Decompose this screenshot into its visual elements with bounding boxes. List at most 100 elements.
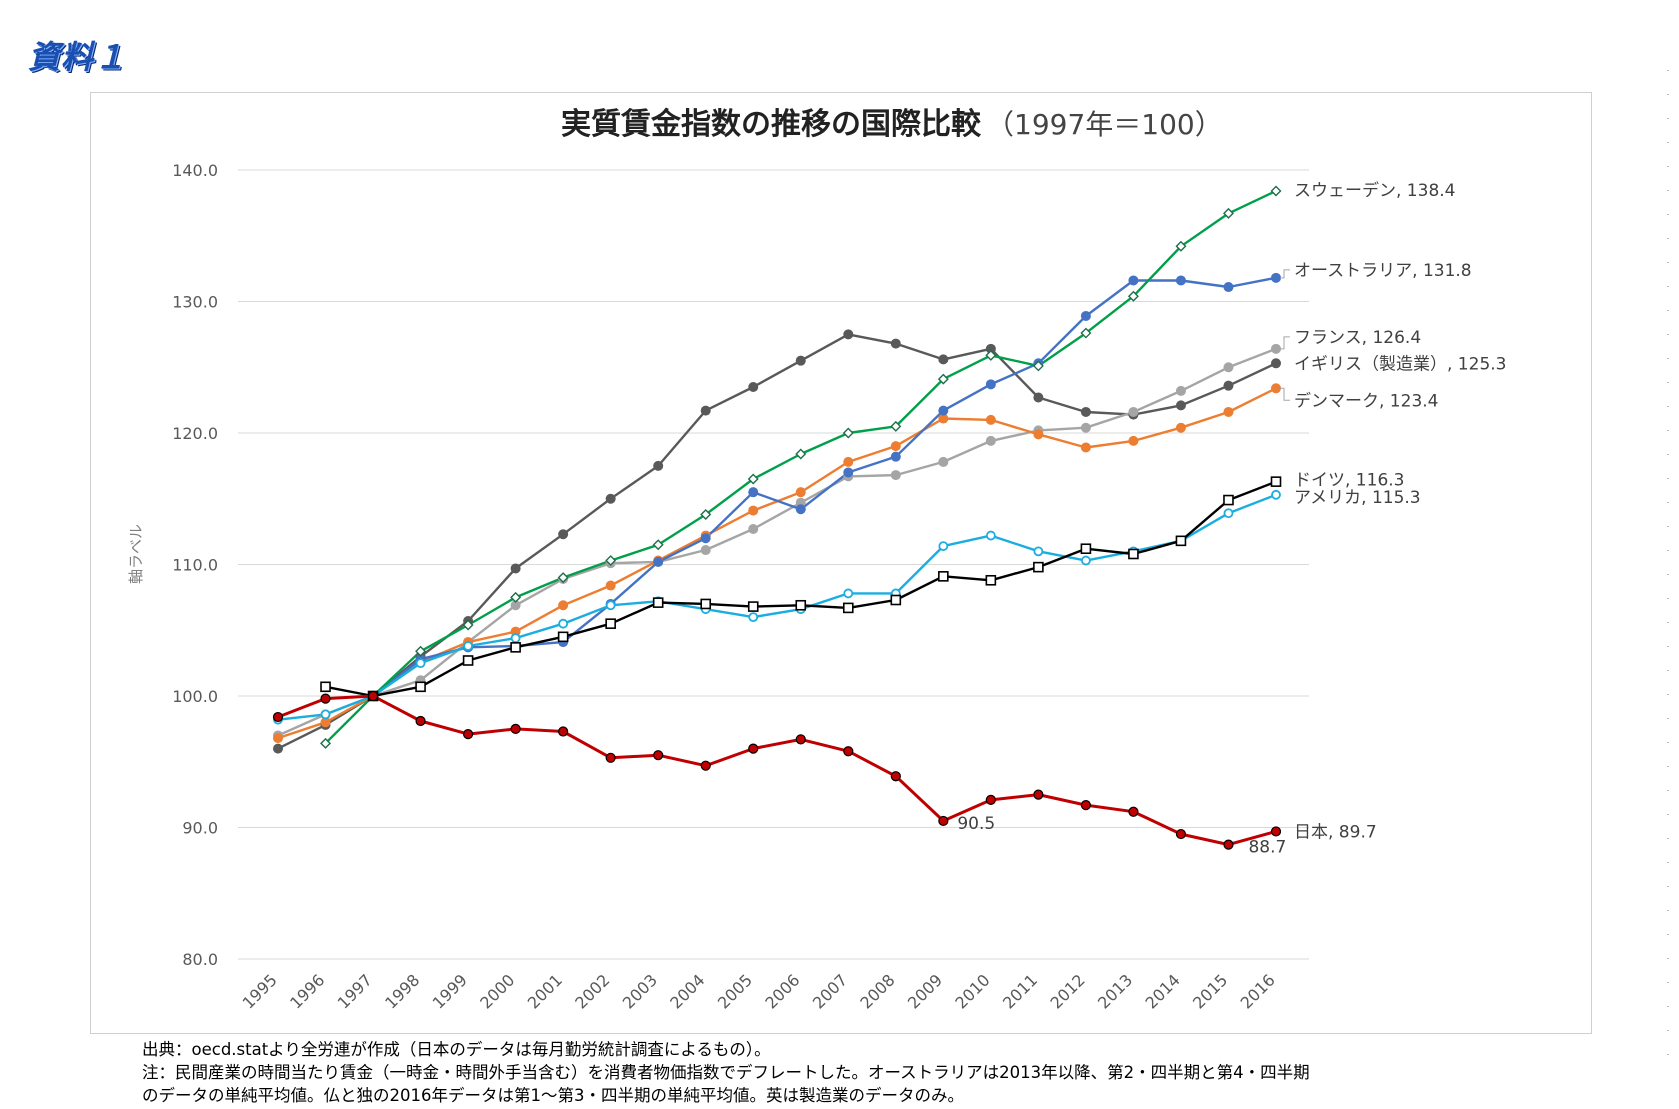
- marker-usa-2016: [1271, 489, 1281, 500]
- marker-japan-2005: [748, 743, 759, 754]
- marker-uk-2004: [700, 405, 711, 416]
- marker-japan-1998: [415, 715, 426, 727]
- marker-denmark-2008: [890, 441, 901, 452]
- x-tick-2010: 2010: [951, 970, 993, 1012]
- marker-denmark-2001: [558, 600, 569, 611]
- marker-germany-2000: [510, 642, 521, 653]
- marker-france-2005: [748, 523, 759, 534]
- marker-france-2012: [1080, 422, 1091, 433]
- marker-sweden-2002: [605, 555, 617, 567]
- marker-uk-2009: [938, 354, 949, 365]
- end-label-uk: イギリス（製造業）, 125.3: [1294, 354, 1506, 374]
- marker-france-2013: [1128, 406, 1139, 417]
- x-tick-2015: 2015: [1189, 970, 1231, 1012]
- marker-usa-2012: [1081, 555, 1091, 566]
- marker-uk-2005: [748, 381, 759, 392]
- x-tick-2003: 2003: [619, 970, 661, 1012]
- marker-sweden-2003: [652, 539, 664, 551]
- marker-uk-2000: [510, 563, 521, 574]
- end-label-france: フランス, 126.4: [1294, 328, 1421, 348]
- marker-japan-2004: [700, 760, 711, 771]
- marker-france-2008: [890, 470, 901, 481]
- marker-germany-2011: [1033, 561, 1044, 573]
- marker-uk-2008: [890, 338, 901, 349]
- marker-denmark-2006: [795, 487, 806, 498]
- marker-australia-2009: [938, 405, 949, 416]
- end-label-denmark: デンマーク, 123.4: [1294, 390, 1438, 411]
- marker-australia-2013: [1128, 275, 1139, 286]
- marker-usa-1996: [320, 709, 331, 720]
- marker-uk-1995: [273, 743, 283, 754]
- marker-uk-2012: [1080, 406, 1091, 417]
- series-line-usa: [277, 493, 1277, 721]
- marker-japan-1996: [320, 693, 331, 704]
- marker-france-2016: [1271, 343, 1281, 354]
- marker-usa-1998: [415, 658, 426, 669]
- end-label-sweden: スウェーデン, 138.4: [1294, 180, 1455, 201]
- annotation-japan-2009: 90.5: [957, 814, 995, 834]
- x-tick-2009: 2009: [904, 970, 946, 1012]
- marker-usa-2007: [843, 588, 854, 599]
- marker-sweden-2012: [1080, 327, 1092, 339]
- end-label-japan: 日本, 89.7: [1294, 822, 1377, 842]
- marker-germany-2016: [1270, 476, 1282, 487]
- marker-sweden-2004: [700, 509, 712, 521]
- marker-denmark-2012: [1080, 442, 1091, 453]
- marker-sweden-2010: [985, 349, 997, 361]
- y-tick-80.0: 80.0: [182, 950, 218, 969]
- marker-germany-2008: [890, 594, 902, 606]
- marker-denmark-2015: [1223, 406, 1234, 417]
- marker-australia-2008: [890, 451, 901, 462]
- marker-australia-2014: [1175, 275, 1186, 286]
- x-tick-2008: 2008: [856, 970, 898, 1012]
- marker-uk-2003: [653, 460, 664, 471]
- marker-germany-2009: [938, 571, 949, 582]
- marker-france-2009: [938, 456, 949, 467]
- marker-usa-1999: [463, 641, 473, 651]
- marker-germany-2012: [1080, 543, 1092, 555]
- marker-usa-2010: [985, 530, 996, 541]
- marker-denmark-1995: [273, 733, 283, 744]
- marker-sweden-2006: [795, 448, 807, 460]
- page-edge-dots: [1667, 70, 1669, 1070]
- marker-sweden-2015: [1222, 207, 1234, 219]
- marker-japan-2006: [795, 734, 806, 745]
- marker-france-2010: [985, 435, 996, 446]
- x-tick-1995: 1995: [239, 970, 281, 1012]
- marker-france-2004: [700, 545, 711, 556]
- series-lines: [277, 189, 1277, 847]
- marker-germany-2013: [1128, 548, 1139, 560]
- marker-usa-2015: [1223, 508, 1234, 519]
- chart-subtitle: （1997年＝100）: [986, 108, 1223, 141]
- document-label: 資料１: [28, 38, 128, 76]
- marker-australia-2015: [1223, 282, 1234, 293]
- end-label-germany: ドイツ, 116.3: [1294, 471, 1404, 491]
- marker-usa-2011: [1033, 546, 1044, 557]
- series-end-labels: イギリス（製造業）, 125.3 フランス, 126.4 デンマーク, 123.4 オ…: [1280, 180, 1506, 842]
- marker-sweden-2014: [1175, 240, 1187, 252]
- x-tick-2002: 2002: [571, 970, 613, 1012]
- y-axis-label: 軸ラベル: [127, 524, 145, 584]
- marker-australia-2005: [748, 487, 759, 498]
- footnote-note-1: 注：民間産業の時間当たり賃金（一時金・時間外手当含む）を消費者物価指数でデフレー…: [142, 1063, 1310, 1082]
- marker-uk-2006: [795, 355, 806, 366]
- x-tick-2004: 2004: [666, 970, 708, 1012]
- marker-usa-2005: [748, 612, 759, 622]
- marker-uk-2011: [1033, 392, 1044, 403]
- chart-frame: 実質賃金指数の推移の国際比較 （1997年＝100） 軸ラベル 80.0 90.0…: [90, 92, 1592, 1034]
- line-chart: 実質賃金指数の推移の国際比較 （1997年＝100） 軸ラベル 80.0 90.0…: [127, 107, 1506, 1013]
- marker-sweden-2001: [557, 572, 569, 584]
- marker-germany-1996: [320, 681, 331, 693]
- marker-germany-2010: [985, 574, 997, 586]
- marker-japan-2001: [558, 726, 569, 737]
- marker-germany-2015: [1223, 494, 1234, 506]
- marker-denmark-2002: [605, 580, 616, 591]
- marker-germany-2005: [747, 601, 759, 612]
- y-tick-110.0: 110.0: [172, 556, 218, 575]
- marker-australia-2004: [700, 533, 711, 544]
- x-tick-2000: 2000: [476, 970, 518, 1012]
- marker-japan-2008: [890, 771, 901, 782]
- marker-sweden-2016: [1270, 185, 1282, 197]
- marker-japan-1997: [367, 690, 379, 702]
- marker-japan-2011: [1033, 789, 1044, 800]
